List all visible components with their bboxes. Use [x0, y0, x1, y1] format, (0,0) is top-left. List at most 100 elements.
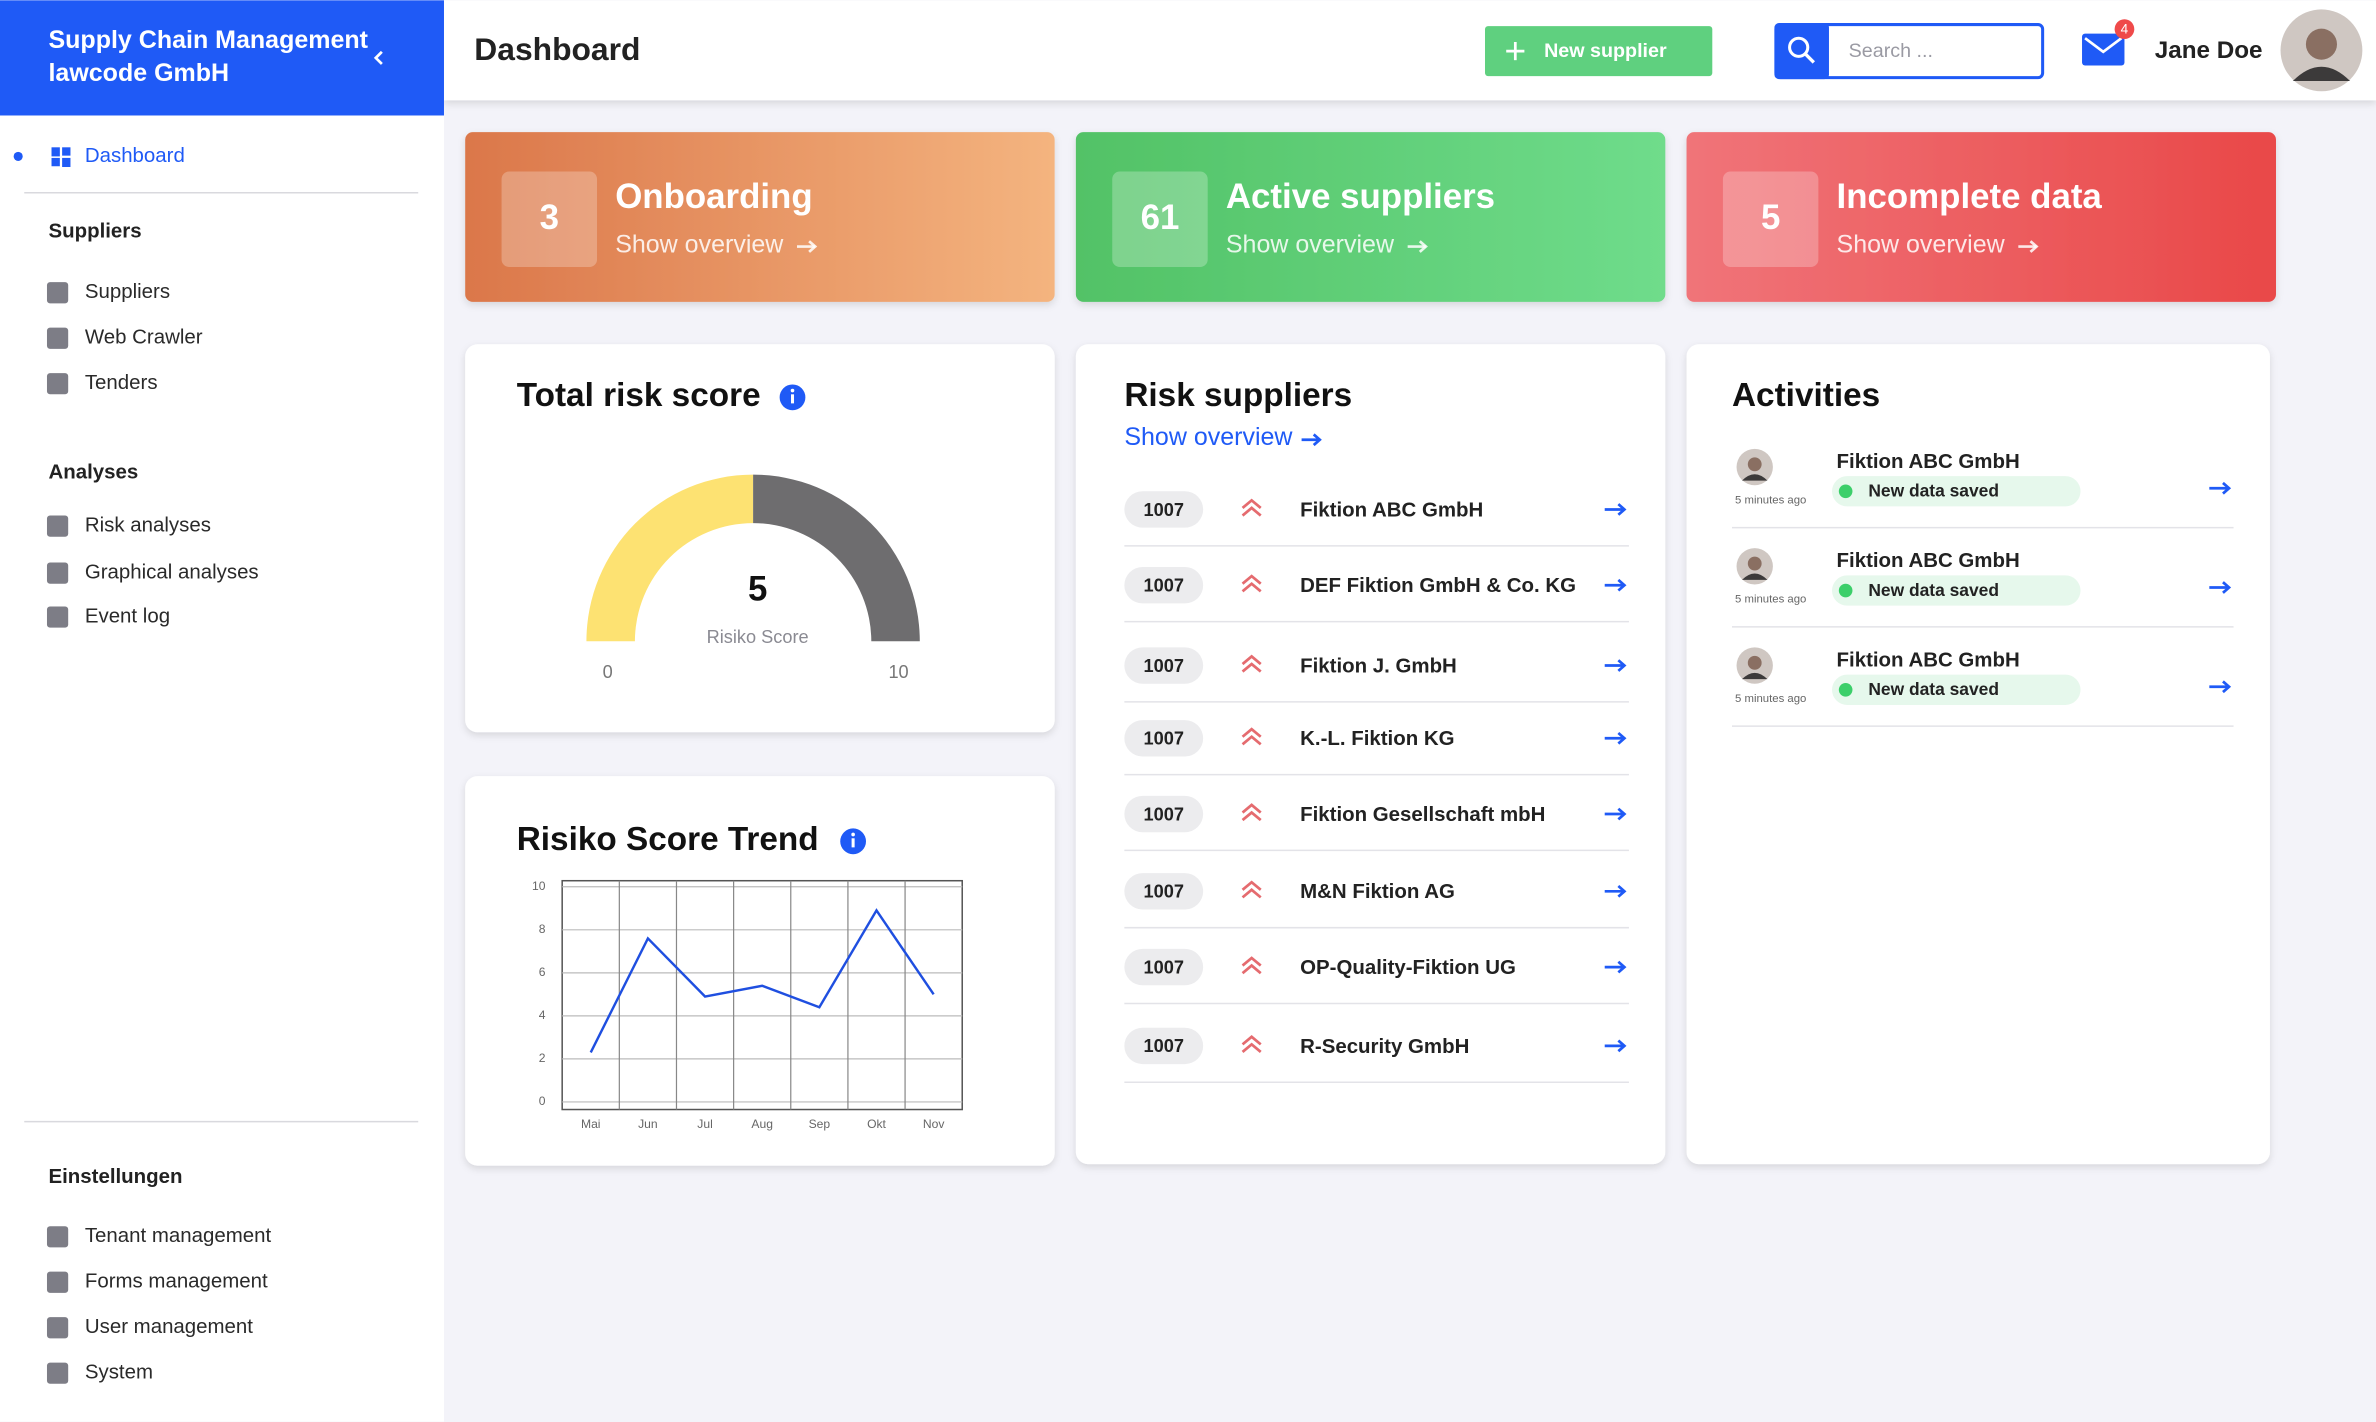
kpi-link[interactable]: Show overview — [1226, 230, 1395, 258]
avatar-body — [1741, 672, 1768, 680]
avatar-body — [2292, 66, 2351, 82]
arrow-icon — [1604, 731, 1627, 745]
nav-icon — [46, 562, 69, 584]
arrow-head — [1617, 807, 1627, 821]
dashboard-icon — [62, 147, 71, 156]
card-title: Risk suppliers — [1124, 377, 1352, 414]
nav-item[interactable]: Tenders — [85, 371, 158, 394]
notification-badge — [2114, 19, 2135, 39]
supplier-name[interactable]: Fiktion J. GmbH — [1300, 654, 1457, 677]
arrow-head — [1312, 433, 1322, 447]
supplier-id: 1007 — [1144, 656, 1184, 676]
risk-trend-card — [465, 776, 1055, 1166]
arrow-icon — [2209, 481, 2232, 495]
avatar-body — [1741, 573, 1768, 580]
arrow-icon — [1604, 503, 1627, 516]
nav-icon — [46, 327, 69, 349]
nav-item[interactable]: Graphical analyses — [85, 561, 259, 584]
supplier-id-pill — [1124, 491, 1204, 528]
activities-card — [1686, 344, 2270, 1165]
new-supplier-label: New supplier — [1544, 40, 1667, 62]
status-dot — [1838, 682, 1853, 697]
user-name: Jane Doe — [2155, 37, 2263, 64]
risk-chevron — [1241, 956, 1262, 967]
nav-icon — [46, 373, 69, 395]
nav-item[interactable]: Forms management — [85, 1270, 268, 1293]
x-tick-label: Sep — [809, 1117, 831, 1131]
activity-status: New data saved — [1868, 679, 1999, 699]
status-dot — [1838, 583, 1853, 598]
risk-chevron — [1241, 803, 1262, 814]
y-tick-label: 10 — [532, 879, 546, 893]
arrow-head — [1617, 731, 1627, 745]
trend-line — [589, 908, 935, 1054]
gauge-min: 0 — [603, 662, 613, 682]
nav-item[interactable]: Suppliers — [85, 280, 170, 303]
nav-icon — [46, 1271, 69, 1293]
kpi-number-box — [1112, 171, 1208, 268]
activity-company: Fiktion ABC GmbH — [1837, 549, 2020, 572]
y-tick-label: 8 — [539, 922, 546, 936]
arrow-head — [1617, 960, 1627, 974]
risk-chevron — [1241, 880, 1262, 891]
brand-name: Supply Chain Management — [48, 26, 368, 54]
card-link[interactable]: Show overview — [1124, 423, 1293, 451]
supplier-id: 1007 — [1144, 1036, 1184, 1056]
supplier-name[interactable]: K.-L. Fiktion KG — [1300, 727, 1454, 750]
x-tick-label: Jul — [697, 1117, 712, 1131]
y-tick-label: 6 — [539, 965, 546, 979]
risk-chevron — [1241, 963, 1262, 975]
nav-item-active[interactable]: Dashboard — [85, 144, 185, 167]
supplier-name[interactable]: Fiktion ABC GmbH — [1300, 498, 1483, 521]
arrow-icon — [1407, 240, 1428, 253]
nav-item[interactable]: Risk analyses — [85, 514, 211, 537]
nav-item[interactable]: System — [85, 1361, 153, 1384]
supplier-id-pill — [1124, 795, 1204, 833]
risk-chevron — [1241, 662, 1262, 673]
risk-chevron — [1241, 810, 1262, 822]
kpi-value: 61 — [1141, 198, 1180, 237]
supplier-name[interactable]: R-Security GmbH — [1300, 1035, 1469, 1058]
info-icon-bar — [851, 838, 855, 848]
notification-count: 4 — [2121, 21, 2129, 36]
nav-item[interactable]: User management — [85, 1315, 253, 1338]
supplier-name[interactable]: M&N Fiktion AG — [1300, 880, 1455, 903]
gauge-max: 10 — [888, 662, 908, 682]
gauge-fill — [586, 474, 754, 642]
supplier-id: 1007 — [1144, 882, 1184, 902]
supplier-name[interactable]: OP-Quality-Fiktion UG — [1300, 956, 1516, 979]
arrow-icon — [2209, 680, 2232, 694]
supplier-id: 1007 — [1144, 500, 1184, 520]
kpi-link[interactable]: Show overview — [1837, 230, 2006, 258]
supplier-name[interactable]: Fiktion Gesellschaft mbH — [1300, 803, 1545, 826]
activity-time: 5 minutes ago — [1735, 693, 1806, 705]
nav-item[interactable]: Web Crawler — [85, 326, 203, 349]
kpi-card[interactable] — [465, 132, 1055, 302]
arrow-icon — [796, 240, 818, 253]
arrow-icon — [1604, 884, 1627, 898]
supplier-id: 1007 — [1144, 804, 1184, 824]
card-title: Risiko Score Trend — [517, 821, 819, 858]
kpi-card[interactable] — [1075, 132, 1666, 302]
mail-icon[interactable] — [2082, 33, 2125, 66]
nav-section-title: Analyses — [48, 461, 138, 484]
new-supplier-button[interactable] — [1485, 26, 1713, 77]
search-button[interactable] — [1774, 23, 1829, 80]
arrow-head — [2029, 240, 2039, 253]
brand-block — [0, 0, 444, 116]
avatar-head — [2305, 28, 2337, 60]
collapse-icon[interactable] — [373, 50, 383, 65]
nav-icon — [46, 1226, 69, 1248]
x-tick-label: Nov — [923, 1117, 945, 1131]
risk-chevron — [1241, 654, 1262, 666]
status-dot — [1838, 484, 1853, 499]
supplier-name[interactable]: DEF Fiktion GmbH & Co. KG — [1300, 574, 1576, 597]
page-title: Dashboard — [474, 31, 640, 67]
nav-item[interactable]: Tenant management — [85, 1224, 272, 1247]
nav-item[interactable]: Event log — [85, 604, 170, 627]
arrow-head — [2222, 680, 2232, 694]
kpi-card[interactable] — [1686, 132, 2276, 302]
kpi-value: 5 — [1761, 198, 1780, 237]
kpi-link[interactable]: Show overview — [615, 230, 784, 258]
